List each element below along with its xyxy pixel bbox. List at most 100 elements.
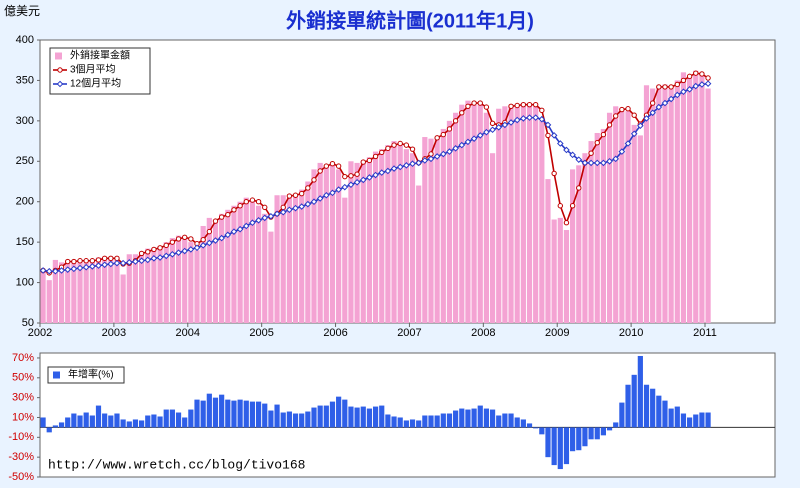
- marker: [89, 263, 96, 270]
- marker: [218, 234, 225, 242]
- bar: [219, 213, 225, 323]
- marker: [446, 126, 453, 132]
- bar: [687, 417, 693, 428]
- marker: [563, 220, 570, 226]
- bar: [533, 106, 539, 323]
- marker: [119, 259, 127, 267]
- bar: [477, 405, 483, 428]
- bar: [175, 412, 182, 428]
- bar: [169, 409, 175, 428]
- bar: [613, 422, 619, 428]
- bar: [108, 415, 114, 428]
- marker: [279, 208, 287, 216]
- bar: [323, 405, 329, 428]
- bar: [102, 258, 108, 323]
- marker: [550, 132, 558, 139]
- marker: [483, 104, 490, 110]
- marker: [145, 249, 151, 255]
- y-tick-label: -30%: [8, 451, 34, 463]
- marker: [619, 106, 625, 113]
- bar: [89, 259, 95, 323]
- marker: [317, 168, 323, 174]
- marker: [138, 250, 145, 257]
- bar: [397, 417, 403, 428]
- bar: [409, 153, 416, 323]
- legend-label: 年增率(%): [68, 368, 114, 381]
- bar: [520, 419, 526, 428]
- bar: [600, 427, 607, 436]
- bar: [594, 132, 600, 323]
- marker: [446, 148, 453, 155]
- bar: [465, 100, 471, 324]
- marker: [545, 132, 551, 139]
- bar: [526, 104, 533, 323]
- marker: [704, 80, 712, 87]
- bar: [255, 205, 262, 323]
- bar: [483, 112, 490, 324]
- bar: [687, 76, 693, 323]
- marker: [391, 142, 397, 148]
- marker: [188, 236, 194, 242]
- marker: [71, 258, 77, 265]
- marker: [538, 115, 546, 123]
- marker: [544, 121, 552, 129]
- marker: [169, 239, 176, 245]
- bar: [502, 413, 508, 428]
- marker: [372, 171, 379, 179]
- bar: [120, 274, 126, 323]
- marker: [39, 267, 47, 274]
- marker: [569, 151, 576, 159]
- bar: [145, 248, 151, 323]
- x-tick-label: 2006: [323, 327, 347, 339]
- marker: [45, 267, 53, 275]
- marker: [520, 101, 527, 108]
- bar: [237, 201, 243, 323]
- marker: [298, 190, 305, 197]
- bar: [274, 404, 280, 428]
- marker: [353, 179, 361, 186]
- marker: [384, 167, 392, 175]
- bar: [348, 161, 354, 323]
- bar: [662, 400, 668, 428]
- marker: [323, 191, 330, 199]
- bar: [280, 412, 286, 428]
- marker: [452, 118, 459, 124]
- bar: [231, 205, 237, 323]
- marker: [335, 163, 342, 169]
- marker: [311, 177, 317, 183]
- marker: [329, 161, 336, 167]
- bar: [699, 412, 705, 428]
- marker: [206, 239, 213, 247]
- marker: [409, 146, 416, 152]
- bar: [268, 231, 274, 323]
- bar: [286, 411, 292, 428]
- marker: [144, 256, 152, 264]
- bar: [336, 396, 342, 428]
- y-tick-label: 400: [16, 34, 34, 46]
- bar: [138, 420, 145, 428]
- bar: [545, 179, 551, 323]
- bar: [625, 384, 631, 428]
- bar: [317, 162, 323, 323]
- marker: [433, 153, 441, 160]
- bar: [354, 407, 360, 428]
- bar: [588, 427, 594, 440]
- marker: [114, 255, 120, 262]
- bar: [145, 415, 151, 428]
- bar: [453, 410, 459, 428]
- bar: [255, 401, 262, 428]
- bar: [650, 88, 656, 323]
- bar: [151, 247, 157, 323]
- marker: [83, 258, 89, 264]
- marker: [428, 151, 434, 157]
- marker: [508, 103, 514, 110]
- marker: [464, 138, 472, 146]
- bar: [489, 153, 496, 323]
- marker: [427, 155, 435, 163]
- bar: [613, 106, 619, 323]
- bar: [188, 242, 194, 323]
- marker: [138, 257, 145, 265]
- marker: [576, 185, 582, 191]
- marker: [557, 203, 564, 209]
- bar: [169, 238, 175, 323]
